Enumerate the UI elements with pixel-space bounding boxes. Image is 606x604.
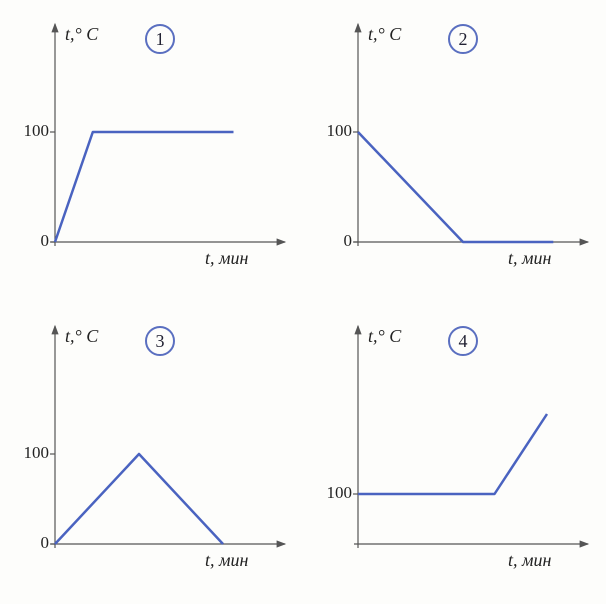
y-tick-label: 100 <box>327 483 353 503</box>
y-axis-label: t,° C <box>368 326 401 347</box>
temperature-curve <box>55 454 223 544</box>
y-axis-label: t,° C <box>368 24 401 45</box>
panel-number-badge: 4 <box>448 326 478 356</box>
chart-panel-3: 3 t,° C t, мин 0 100 <box>0 302 303 604</box>
panel-number-badge: 2 <box>448 24 478 54</box>
y-tick-label: 0 <box>41 533 50 553</box>
x-axis-label: t, мин <box>508 248 551 269</box>
temperature-curve <box>358 414 547 494</box>
y-tick-label: 0 <box>41 231 50 251</box>
chart-panel-4: 4 t,° C t, мин 100 <box>303 302 606 604</box>
x-axis-label: t, мин <box>205 550 248 571</box>
y-tick-label: 0 <box>344 231 353 251</box>
x-axis-label: t, мин <box>508 550 551 571</box>
y-axis-label: t,° C <box>65 24 98 45</box>
y-axis-label: t,° C <box>65 326 98 347</box>
chart-panel-1: 1 t,° C t, мин 0 100 <box>0 0 303 302</box>
y-tick-label: 100 <box>327 121 353 141</box>
panel-number-badge: 1 <box>145 24 175 54</box>
chart-panel-2: 2 t,° C t, мин 0 100 <box>303 0 606 302</box>
panel-number-badge: 3 <box>145 326 175 356</box>
x-axis-label: t, мин <box>205 248 248 269</box>
y-tick-label: 100 <box>24 121 50 141</box>
y-tick-label: 100 <box>24 443 50 463</box>
temperature-curve <box>55 132 234 242</box>
temperature-curve <box>358 132 553 242</box>
